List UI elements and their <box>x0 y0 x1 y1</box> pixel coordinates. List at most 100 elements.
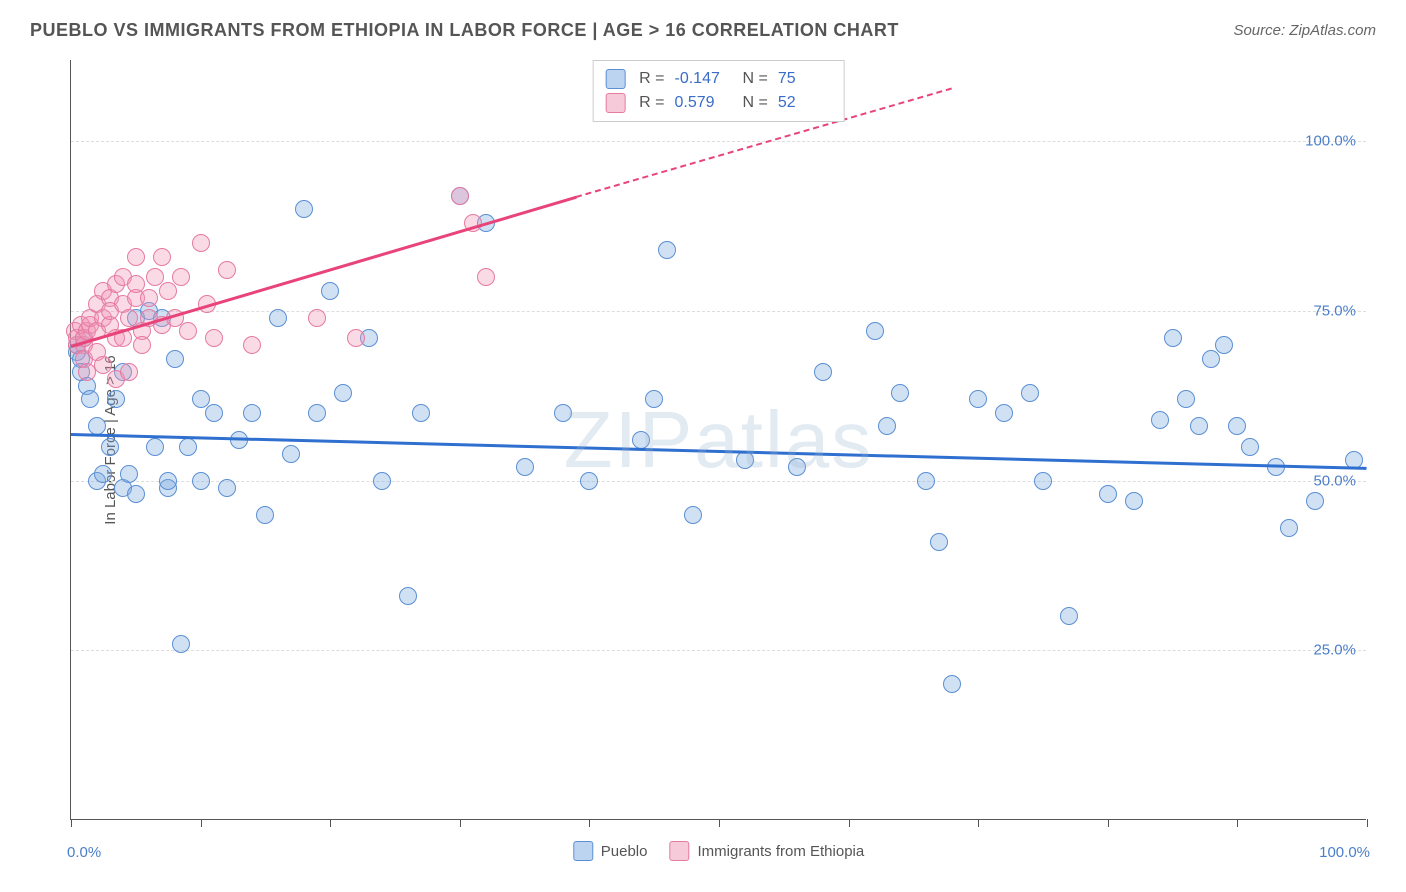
scatter-point <box>1190 417 1208 435</box>
scatter-point <box>1228 417 1246 435</box>
scatter-point <box>477 268 495 286</box>
scatter-point <box>632 431 650 449</box>
scatter-point <box>256 506 274 524</box>
scatter-point <box>159 472 177 490</box>
scatter-point <box>1099 485 1117 503</box>
scatter-point <box>930 533 948 551</box>
chart-source: Source: ZipAtlas.com <box>1233 22 1376 39</box>
gridline <box>71 650 1366 651</box>
scatter-point <box>282 445 300 463</box>
y-tick-label: 50.0% <box>1313 472 1356 489</box>
scatter-point <box>101 438 119 456</box>
stats-row: R = 0.579 N = 52 <box>605 91 832 115</box>
scatter-point <box>295 200 313 218</box>
stat-label: R = <box>639 94 664 112</box>
scatter-point <box>554 404 572 422</box>
scatter-point <box>153 248 171 266</box>
legend-item: Pueblo <box>573 841 648 861</box>
scatter-point <box>192 234 210 252</box>
scatter-point <box>127 485 145 503</box>
scatter-point <box>814 363 832 381</box>
scatter-point <box>172 268 190 286</box>
scatter-point <box>127 248 145 266</box>
scatter-point <box>133 336 151 354</box>
x-tick <box>1108 819 1109 827</box>
scatter-point <box>1215 336 1233 354</box>
scatter-point <box>308 309 326 327</box>
scatter-point <box>218 479 236 497</box>
scatter-point <box>107 390 125 408</box>
bottom-legend: Pueblo Immigrants from Ethiopia <box>573 841 864 861</box>
legend-label: Immigrants from Ethiopia <box>697 843 864 860</box>
scatter-point <box>1060 607 1078 625</box>
trendline <box>71 433 1367 470</box>
scatter-point <box>373 472 391 490</box>
stats-legend: R = -0.147 N = 75 R = 0.579 N = 52 <box>592 60 845 122</box>
scatter-point <box>334 384 352 402</box>
x-tick <box>1237 819 1238 827</box>
scatter-point <box>878 417 896 435</box>
x-axis-max-label: 100.0% <box>1319 844 1370 861</box>
stats-row: R = -0.147 N = 75 <box>605 67 832 91</box>
scatter-point <box>243 336 261 354</box>
scatter-point <box>347 329 365 347</box>
gridline <box>71 311 1366 312</box>
x-tick <box>978 819 979 827</box>
scatter-point <box>995 404 1013 422</box>
scatter-point <box>451 187 469 205</box>
stat-label: N = <box>743 70 768 88</box>
scatter-point <box>205 404 223 422</box>
scatter-point <box>243 404 261 422</box>
scatter-point <box>179 438 197 456</box>
scatter-point <box>412 404 430 422</box>
stat-label: R = <box>639 70 664 88</box>
x-tick <box>1367 819 1368 827</box>
scatter-point <box>94 465 112 483</box>
x-tick <box>201 819 202 827</box>
scatter-point <box>580 472 598 490</box>
swatch-icon <box>605 93 625 113</box>
scatter-point <box>1151 411 1169 429</box>
scatter-point <box>78 363 96 381</box>
scatter-point <box>205 329 223 347</box>
scatter-point <box>269 309 287 327</box>
scatter-point <box>172 635 190 653</box>
gridline <box>71 141 1366 142</box>
scatter-point <box>866 322 884 340</box>
scatter-point <box>146 438 164 456</box>
scatter-point <box>1202 350 1220 368</box>
chart-title: PUEBLO VS IMMIGRANTS FROM ETHIOPIA IN LA… <box>30 20 899 41</box>
swatch-icon <box>573 841 593 861</box>
y-tick-label: 100.0% <box>1305 133 1356 150</box>
legend-item: Immigrants from Ethiopia <box>669 841 864 861</box>
swatch-icon <box>669 841 689 861</box>
scatter-point <box>81 390 99 408</box>
scatter-point <box>788 458 806 476</box>
x-axis-min-label: 0.0% <box>67 844 101 861</box>
scatter-point <box>192 472 210 490</box>
legend-label: Pueblo <box>601 843 648 860</box>
scatter-point <box>166 350 184 368</box>
scatter-point <box>1306 492 1324 510</box>
swatch-icon <box>605 69 625 89</box>
scatter-point <box>891 384 909 402</box>
x-tick <box>719 819 720 827</box>
scatter-point <box>1034 472 1052 490</box>
scatter-point <box>120 465 138 483</box>
x-tick <box>460 819 461 827</box>
stat-label: N = <box>743 94 768 112</box>
scatter-point <box>399 587 417 605</box>
stat-r-value: -0.147 <box>675 70 729 88</box>
x-tick <box>71 819 72 827</box>
scatter-point <box>516 458 534 476</box>
scatter-point <box>736 451 754 469</box>
scatter-point <box>120 363 138 381</box>
scatter-point <box>159 282 177 300</box>
scatter-point <box>684 506 702 524</box>
y-tick-label: 75.0% <box>1313 303 1356 320</box>
plot-area: 25.0%50.0%75.0%100.0% <box>71 60 1366 819</box>
x-tick <box>849 819 850 827</box>
scatter-point <box>943 675 961 693</box>
scatter-point <box>1241 438 1259 456</box>
chart-header: PUEBLO VS IMMIGRANTS FROM ETHIOPIA IN LA… <box>0 0 1406 51</box>
